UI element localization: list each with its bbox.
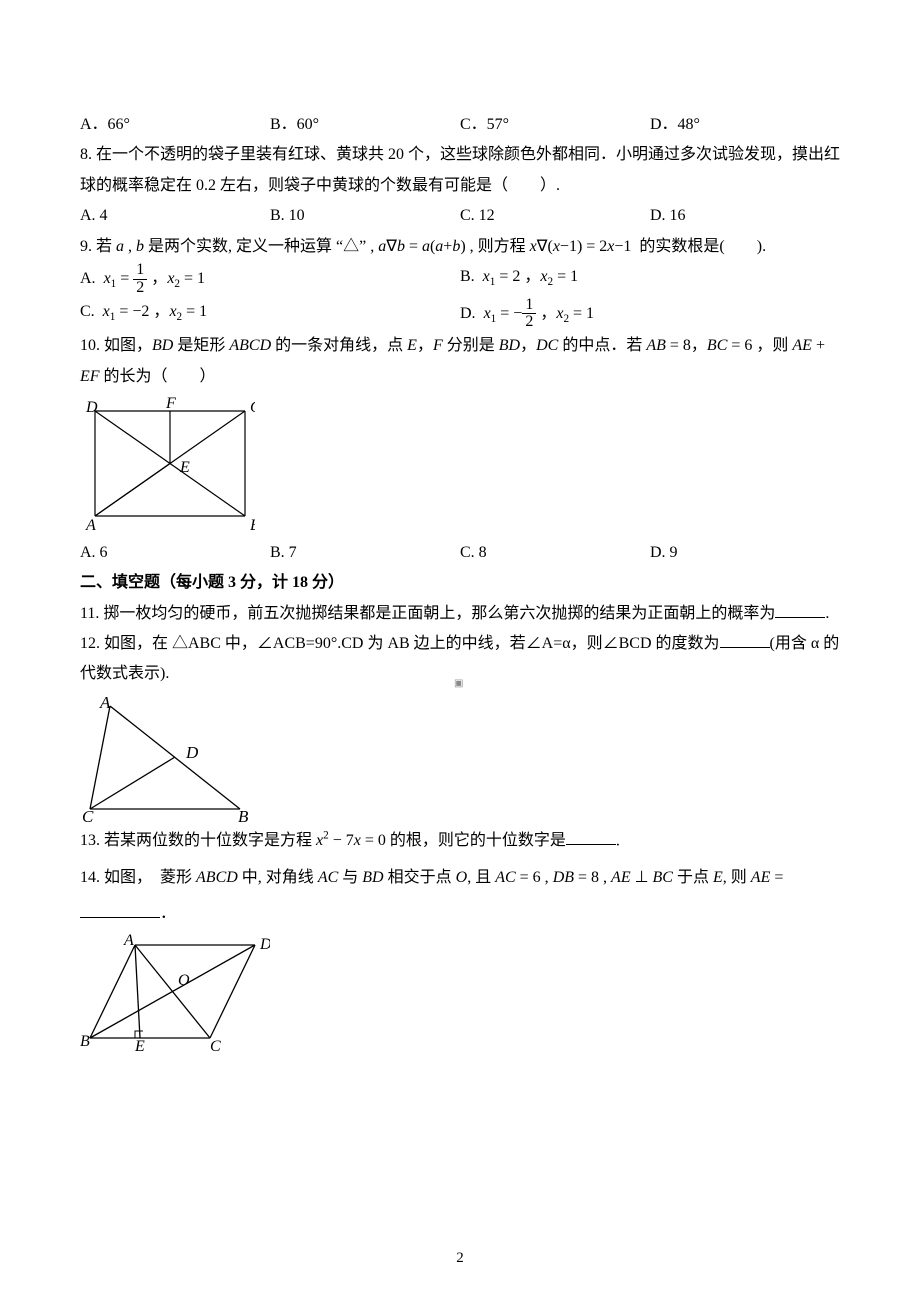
q11: 11. 掷一枚均匀的硬币，前五次抛掷结果都是正面朝上，那么第六次抛掷的结果为正面… (80, 599, 840, 629)
q10-options: A. 6 B. 7 C. 8 D. 9 (80, 538, 840, 568)
svg-text:D: D (185, 743, 199, 762)
q10-opt-a: A. 6 (80, 538, 270, 568)
svg-text:B: B (250, 517, 255, 534)
q7-opt-b: B．60° (270, 110, 460, 140)
q10-figure: D F C E A B (80, 396, 840, 536)
svg-text:D: D (259, 936, 270, 953)
q8-opt-a: A. 4 (80, 201, 270, 231)
q11-tail: . (825, 605, 829, 622)
q8-stem: 8. 在一个不透明的袋子里装有红球、黄球共 20 个，这些球除颜色外都相同．小明… (80, 140, 840, 201)
svg-text:F: F (165, 396, 176, 412)
section2-title: 二、填空题（每小题 3 分，计 18 分） (80, 568, 840, 598)
svg-text:C: C (250, 399, 255, 416)
svg-text:C: C (210, 1038, 221, 1053)
q12-stem: 12. 如图，在 △ABC 中，∠ACB=90°.CD 为 AB 边上的中线，若… (80, 635, 720, 652)
svg-text:E: E (134, 1038, 145, 1053)
svg-text:O: O (178, 972, 190, 989)
q12-diagram: A D C B (80, 694, 250, 824)
q8-opt-d: D. 16 (650, 201, 840, 231)
svg-text:A: A (85, 517, 96, 534)
q8-opt-b: B. 10 (270, 201, 460, 231)
svg-text:D: D (85, 399, 98, 416)
q13-tail: . (616, 832, 620, 849)
q7-options: A．66° B．60° C．57° D．48° (80, 110, 840, 140)
q11-stem: 11. 掷一枚均匀的硬币，前五次抛掷结果都是正面朝上，那么第六次抛掷的结果为正面… (80, 605, 775, 622)
svg-text:B: B (80, 1033, 90, 1050)
q10-diagram: D F C E A B (80, 396, 255, 536)
q14-blank (80, 901, 160, 918)
q14-stem: 14. 如图， 菱形 ABCD 中, 对角线 AC 与 BD 相交于点 O, 且… (80, 869, 783, 886)
q12-figure: A D C B (80, 694, 840, 824)
page-number: 2 (0, 1244, 920, 1273)
q14-tail: ． (160, 905, 176, 922)
svg-text:A: A (99, 694, 111, 712)
center-mark-icon: ▣ (454, 674, 463, 693)
svg-text:B: B (238, 807, 249, 824)
q12-blank (720, 631, 770, 648)
q7-opt-d: D．48° (650, 110, 840, 140)
q14-figure: A D O B E C (80, 933, 840, 1053)
q7-opt-a: A．66° (80, 110, 270, 140)
q8-opt-c: C. 12 (460, 201, 650, 231)
q9-stem: 9. 若 a , b 是两个实数, 定义一种运算 “△” , a∇b = a(a… (80, 232, 840, 262)
q9-opt-b: B. x1 = 2 ，x2 = 1 (460, 262, 840, 297)
q14: 14. 如图， 菱形 ABCD 中, 对角线 AC 与 BD 相交于点 O, 且… (80, 863, 840, 893)
q9-opt-d: D. x1 = −12 ，x2 = 1 (460, 297, 840, 332)
q10-stem: 10. 如图，BD 是矩形 ABCD 的一条对角线，点 E，F 分别是 BD，D… (80, 331, 840, 392)
q10-opt-c: C. 8 (460, 538, 650, 568)
svg-text:C: C (82, 807, 94, 824)
q9-options-row2: C. x1 = −2 ，x2 = 1 D. x1 = −12 ，x2 = 1 (80, 297, 840, 332)
q14-diagram: A D O B E C (80, 933, 270, 1053)
q7-opt-c: C．57° (460, 110, 650, 140)
q10-opt-d: D. 9 (650, 538, 840, 568)
q9-options-row1: A. x1 = 12 ，x2 = 1 B. x1 = 2 ，x2 = 1 (80, 262, 840, 297)
q13-blank (566, 828, 616, 845)
q9-opt-c: C. x1 = −2 ，x2 = 1 (80, 297, 460, 332)
page: A．66° B．60° C．57° D．48° 8. 在一个不透明的袋子里装有红… (0, 0, 920, 1302)
q14-blank-line: ． (80, 899, 840, 929)
q9-opt-a: A. x1 = 12 ，x2 = 1 (80, 262, 460, 297)
svg-text:A: A (123, 933, 134, 949)
q10-opt-b: B. 7 (270, 538, 460, 568)
q13-stem: 13. 若某两位数的十位数字是方程 x2 − 7x = 0 的根，则它的十位数字… (80, 832, 566, 849)
q13: 13. 若某两位数的十位数字是方程 x2 − 7x = 0 的根，则它的十位数字… (80, 826, 840, 857)
q8-options: A. 4 B. 10 C. 12 D. 16 (80, 201, 840, 231)
svg-text:E: E (179, 459, 190, 476)
q11-blank (775, 601, 825, 618)
